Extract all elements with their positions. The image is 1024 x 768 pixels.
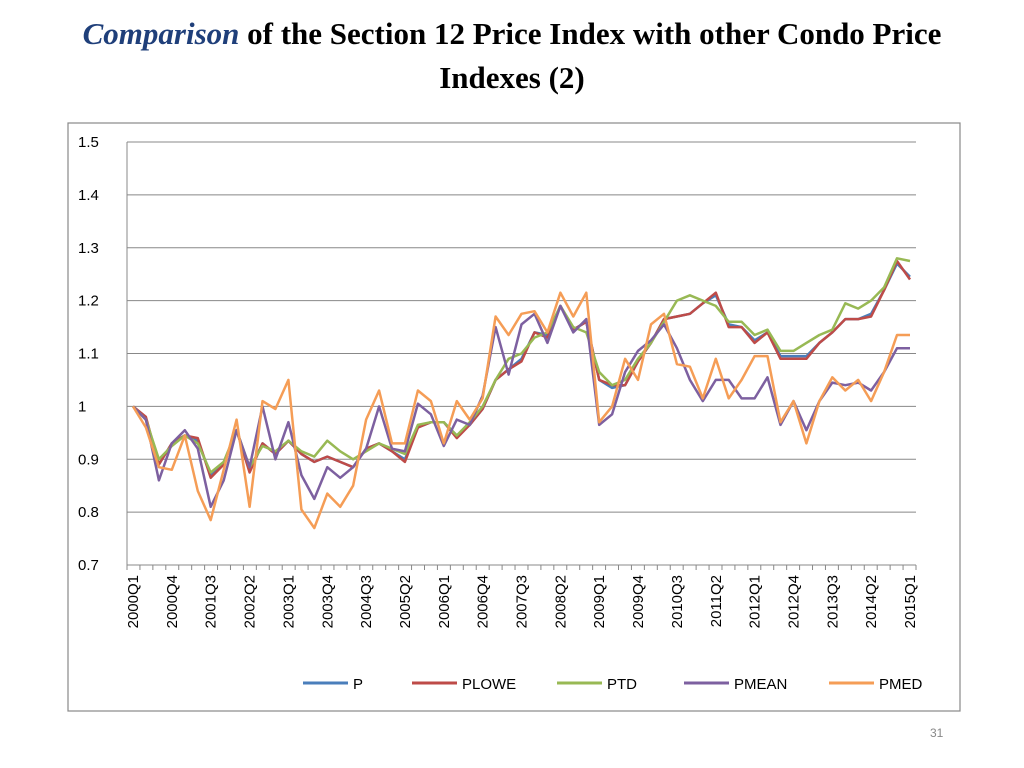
x-tick-label: 2005Q2 xyxy=(397,575,414,628)
y-tick-label: 0.8 xyxy=(78,504,99,521)
title-emphasis: Comparison xyxy=(82,16,240,51)
x-tick-label: 2003Q4 xyxy=(319,575,336,628)
y-tick-label: 1 xyxy=(78,398,86,415)
y-tick-label: 1.4 xyxy=(78,187,99,204)
x-tick-label: 2015Q1 xyxy=(902,575,919,628)
page-number: 31 xyxy=(930,726,944,740)
x-tick-label: 2004Q3 xyxy=(358,575,375,628)
y-tick-label: 1.1 xyxy=(78,346,99,363)
title-rest: of the Section 12 Price Index with other… xyxy=(247,16,942,95)
legend-label: PMED xyxy=(879,676,923,693)
x-tick-label: 2002Q2 xyxy=(242,575,259,628)
series-line xyxy=(132,259,912,480)
y-tick-label: 0.7 xyxy=(78,557,99,574)
x-tick-label: 2009Q4 xyxy=(630,575,647,628)
x-tick-label: 2012Q4 xyxy=(785,575,802,628)
legend-label: PLOWE xyxy=(462,676,516,693)
x-tick-label: 2008Q2 xyxy=(552,575,569,628)
y-tick-label: 1.3 xyxy=(78,240,99,257)
x-tick-label: 2013Q3 xyxy=(824,575,841,628)
x-tick-label: 2006Q4 xyxy=(475,575,492,628)
x-tick-label: 2000Q1 xyxy=(125,575,142,628)
series-line xyxy=(132,257,911,474)
y-tick-label: 1.5 xyxy=(78,134,99,151)
x-tick-label: 2010Q3 xyxy=(669,575,686,628)
x-tick-label: 2009Q1 xyxy=(591,575,608,628)
legend-label: PMEAN xyxy=(734,676,787,693)
y-tick-label: 1.2 xyxy=(78,293,99,310)
x-tick-label: 2011Q2 xyxy=(708,575,725,627)
x-tick-label: 2003Q1 xyxy=(280,575,297,628)
x-tick-label: 2007Q3 xyxy=(514,575,531,628)
series-line xyxy=(131,291,910,530)
y-tick-label: 0.9 xyxy=(78,451,99,468)
x-tick-label: 2000Q4 xyxy=(164,575,181,628)
x-tick-label: 2014Q2 xyxy=(863,575,880,628)
x-tick-label: 2012Q1 xyxy=(747,575,764,628)
x-tick-label: 2001Q3 xyxy=(203,575,220,628)
legend-label: PTD xyxy=(607,676,637,693)
legend-label: P xyxy=(353,676,363,693)
x-tick-label: 2006Q1 xyxy=(436,575,453,628)
slide-title: Comparison of the Section 12 Price Index… xyxy=(40,12,984,100)
